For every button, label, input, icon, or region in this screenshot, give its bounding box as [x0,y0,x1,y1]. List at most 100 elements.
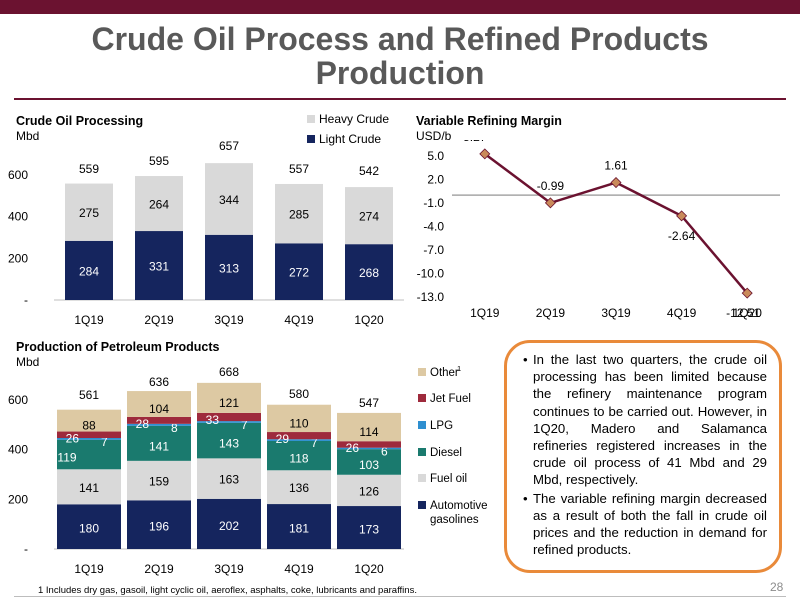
margin-point [676,210,688,222]
x-tick-label: 1Q19 [74,313,104,327]
legend-swatch [418,368,426,376]
bar-total-label: 557 [289,162,309,176]
y-tick-label: -13.0 [417,290,445,304]
bar-value-label: 313 [219,261,239,275]
top-brand-bar [0,0,800,14]
bar-segment [127,500,191,549]
bar-value-label: 33 [206,413,220,427]
bar-value-label: 285 [289,208,309,222]
bar-segment [267,470,331,505]
bar-value-label: 6 [381,445,388,459]
bar-value-label: 196 [149,520,169,534]
page-title-line-2: Production [315,55,485,91]
bar-segment [135,231,183,300]
margin-data-label: 5.27 [463,140,487,144]
x-tick-label: 4Q19 [284,562,314,576]
y-tick-label: -10.0 [417,267,445,281]
x-tick-label: 3Q19 [214,313,244,327]
bar-value-label: 159 [149,475,169,489]
bar-value-label: 268 [359,266,379,280]
bar-segment [267,432,331,440]
x-tick-label: 1Q20 [354,562,384,576]
crude-oil-processing-chart: - 200 400 600 284 275 559 1Q19 331 264 595 2Q19 313 3… [8,112,404,327]
bar-segment [337,449,401,475]
y-tick-label: 5.0 [427,149,444,163]
bar-segment [337,506,401,549]
callout-bullet-1: In the last two quarters, the crude oil … [523,351,767,489]
x-tick-label: 1Q19 [74,562,104,576]
bar-value-label: 88 [82,419,96,433]
bar-segment [57,469,121,505]
bar-value-label: 119 [57,451,76,465]
petroleum-products-chart: -200400600180141119726885611Q19196159141… [8,364,488,576]
bar-value-label: 331 [149,260,169,274]
legend-swatch [418,394,426,402]
bar-value-label: 26 [346,441,360,455]
bar-segment [275,243,323,300]
bar-value-label: 284 [79,264,99,278]
x-tick-label: 2Q19 [144,562,174,576]
y-tick-label: 600 [8,393,28,407]
legend-label: Automotive [430,500,488,512]
crude-chart-title: Crude Oil Processing [16,114,144,128]
margin-point [610,177,622,189]
bar-value-label: 104 [149,402,169,416]
y-tick-label: 200 [8,251,28,265]
bar-segment [197,498,261,549]
legend-label: Light Crude [319,132,381,146]
bar-total-label: 559 [79,162,99,176]
bar-value-label: 110 [289,416,308,430]
bar-value-label: 7 [101,435,108,449]
x-tick-label: 3Q19 [601,306,631,320]
bar-value-label: 121 [219,396,239,410]
x-tick-label: 3Q19 [214,562,244,576]
bar-value-label: 274 [359,210,379,224]
bar-segment [127,416,191,424]
title-divider [14,98,786,100]
bar-total-label: 595 [149,154,169,168]
legend-swatch [418,448,426,456]
bar-segment [65,183,113,241]
bar-value-label: 118 [289,452,308,466]
bar-segment [267,404,331,433]
bar-value-label: 202 [219,519,239,533]
bar-segment [337,412,401,442]
page-title-line-1: Crude Oil Process and Refined Products [91,21,709,57]
margin-point [479,148,491,160]
bar-value-label: 141 [149,439,169,453]
bar-total-label: 547 [359,396,379,410]
y-tick-label: 2.0 [427,173,444,187]
bar-value-label: 136 [289,481,309,495]
bar-segment [197,412,261,422]
crude-chart-unit: Mbd [16,129,40,143]
bar-value-label: 344 [219,193,239,207]
margin-point [741,287,753,299]
footnote: 1 Includes dry gas, gasoil, light cyclic… [38,585,417,596]
bar-segment [197,458,261,499]
page-title: Crude Oil Process and Refined Products P… [0,22,800,90]
bar-segment [127,425,191,461]
bar-value-label: 7 [311,436,318,450]
x-tick-label: 2Q19 [144,313,174,327]
bar-value-label: 272 [289,266,309,280]
bar-segment [57,504,121,549]
x-tick-label: 1Q19 [470,306,500,320]
margin-chart-unit: USD/b [416,129,452,143]
variable-refining-margin-chart: 5.0 2.0 -1.0 -4.0 -7.0 -10.0 -13.0 5.27 -0.99 1.6… [417,140,780,320]
bar-value-label: 26 [66,432,80,446]
commentary-callout: In the last two quarters, the crude oil … [504,340,782,573]
x-tick-label: 4Q19 [284,313,314,327]
callout-bullet-2: The variable refining margin decreased a… [523,490,767,559]
y-tick-label: 400 [8,210,28,224]
legend-label: Heavy Crude [319,112,389,126]
margin-data-label: 1.61 [604,159,628,173]
x-tick-label: 1Q20 [354,313,384,327]
legend-label: Jet Fuel [430,393,471,405]
legend-swatch [418,421,426,429]
legend-swatch [307,115,315,123]
bar-segment [337,474,401,507]
products-chart-title: Production of Petroleum Products [16,340,220,354]
legend-swatch [418,474,426,482]
bar-segment [57,439,121,470]
bar-value-label: 143 [219,437,239,451]
